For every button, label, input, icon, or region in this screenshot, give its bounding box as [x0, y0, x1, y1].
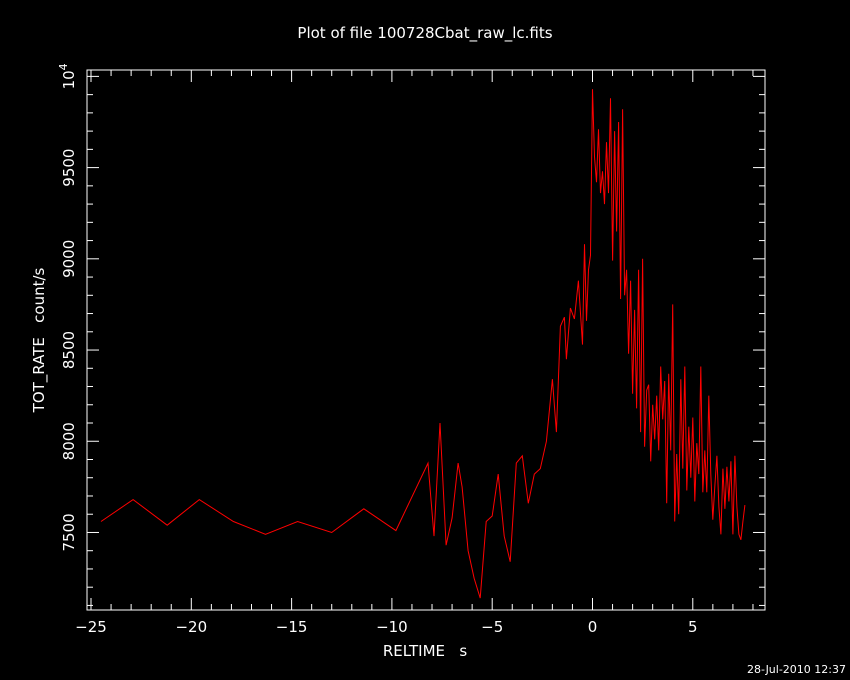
series-line	[100, 89, 746, 599]
tick-marks	[87, 70, 765, 610]
y-tick-label: 8000	[60, 422, 78, 460]
y-axis-label: TOT_RATE count/s	[30, 267, 49, 413]
chart-title: Plot of file 100728Cbat_raw_lc.fits	[297, 24, 552, 43]
y-tick-label: 9500	[60, 149, 78, 187]
x-tick-label: −5	[481, 618, 503, 636]
timestamp: 28-Jul-2010 12:37	[747, 663, 846, 676]
x-tick-label: −25	[75, 618, 107, 636]
x-tick-labels: −25 −20 −15 −10 −5 0 5	[75, 618, 697, 636]
y-tick-exponent: 4	[57, 63, 70, 70]
y-tick-label: 9000	[60, 240, 78, 278]
plot-frame	[86, 69, 766, 611]
x-tick-label: −20	[175, 618, 207, 636]
x-tick-label: 5	[688, 618, 698, 636]
y-tick-label: 7500	[60, 513, 78, 551]
y-tick-label: 8500	[60, 331, 78, 369]
x-tick-label: −10	[376, 618, 408, 636]
x-tick-label: 0	[588, 618, 598, 636]
x-axis-label: RELTIME s	[383, 642, 468, 660]
x-tick-label: −15	[276, 618, 308, 636]
